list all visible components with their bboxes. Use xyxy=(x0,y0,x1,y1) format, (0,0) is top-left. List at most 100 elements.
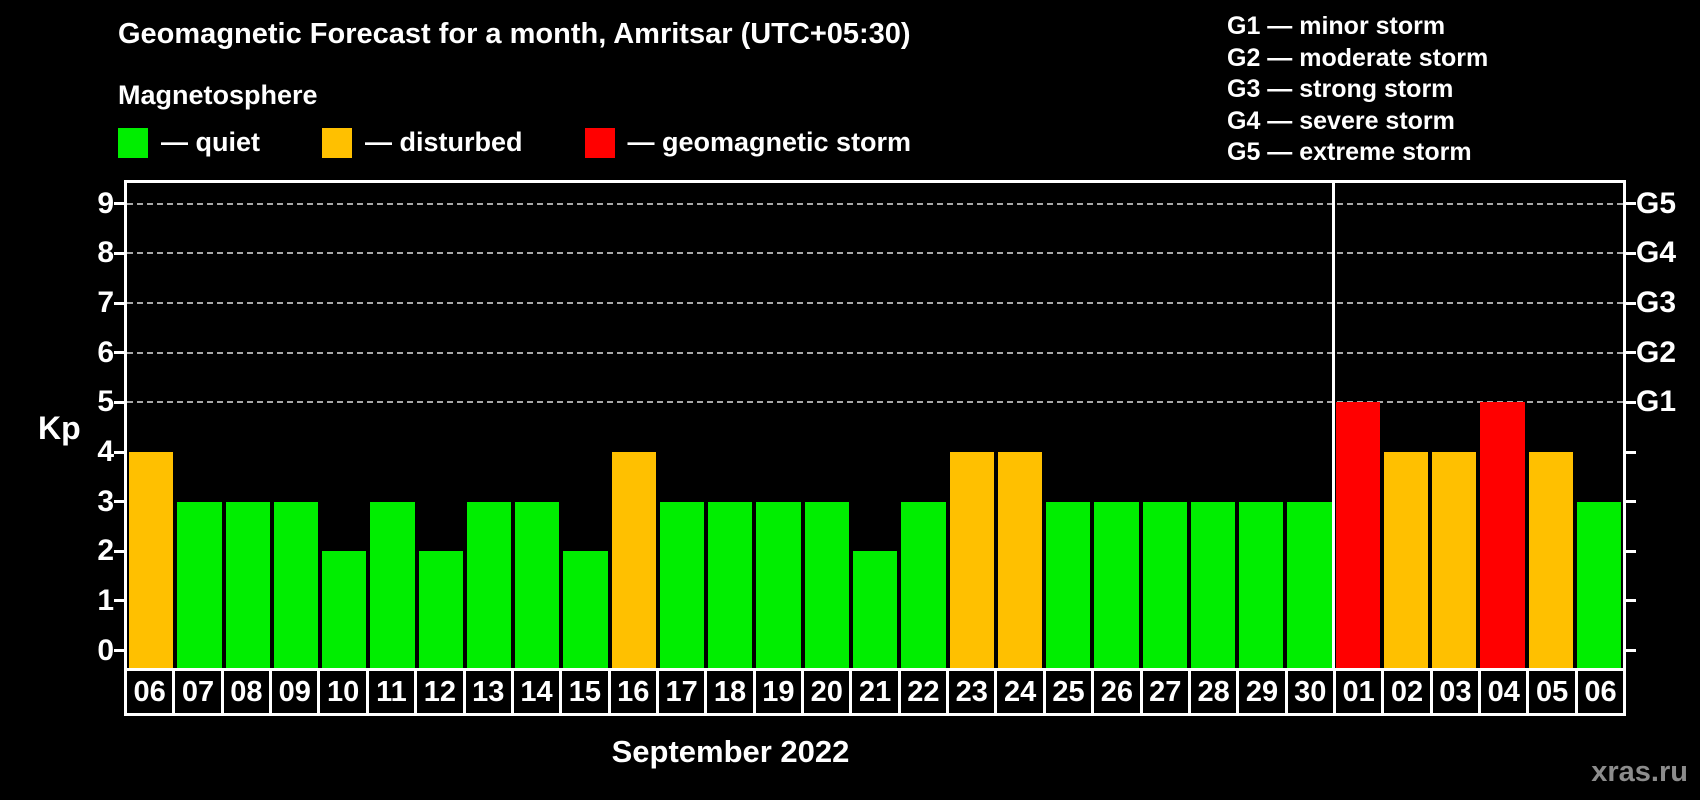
g-axis-label-g5: G5 xyxy=(1636,186,1677,220)
date-cell-19: 19 xyxy=(752,668,805,716)
date-cell-06: 06 xyxy=(1574,668,1627,716)
date-cell-30: 30 xyxy=(1284,668,1336,716)
date-cell-27: 27 xyxy=(1139,668,1191,716)
y-tick-left-2 xyxy=(114,549,124,553)
g-legend-line-3: G3 — strong storm xyxy=(1227,75,1454,103)
legend-item-quiet: — quiet xyxy=(118,127,260,158)
y-tick-left-3 xyxy=(114,500,124,504)
y-axis-title: Kp xyxy=(38,410,81,446)
disturbed-swatch xyxy=(322,127,352,158)
kp-bar-09 xyxy=(273,501,319,668)
gridline-kp5 xyxy=(127,401,1623,404)
y-tick-left-1 xyxy=(114,599,124,603)
kp-bar-19 xyxy=(756,501,801,668)
y-tick-label-6: 6 xyxy=(97,335,114,369)
kp-bar-21 xyxy=(852,551,898,668)
y-tick-left-4 xyxy=(114,450,124,454)
g-legend-line-2: G2 — moderate storm xyxy=(1227,43,1489,72)
g-axis-label-g3: G3 xyxy=(1636,286,1677,320)
kp-bar-08 xyxy=(225,501,270,668)
bar-slot-20 xyxy=(803,183,851,668)
y-tick-left-9 xyxy=(114,202,124,206)
y-tick-label-3: 3 xyxy=(97,484,114,518)
kp-bar-03 xyxy=(1432,452,1477,668)
bar-slot-07 xyxy=(175,183,223,668)
month-label: September 2022 xyxy=(611,734,850,769)
bar-slot-28 xyxy=(1189,183,1237,668)
date-cell-10: 10 xyxy=(317,668,369,716)
y-tick-left-8 xyxy=(114,251,124,255)
date-cell-01: 01 xyxy=(1332,668,1385,716)
date-cell-05: 05 xyxy=(1526,668,1578,716)
bar-slot-01 xyxy=(1334,183,1382,668)
bar-slot-24 xyxy=(996,183,1044,668)
page-title: Geomagnetic Forecast for a month, Amrits… xyxy=(118,18,911,50)
kp-bar-12 xyxy=(418,551,463,668)
disturbed-label: — disturbed xyxy=(365,127,523,157)
y-tick-right-0 xyxy=(1626,649,1636,653)
date-cell-23: 23 xyxy=(946,668,998,716)
date-cell-02: 02 xyxy=(1381,668,1433,716)
bar-slot-02 xyxy=(1382,183,1430,668)
kp-bar-10 xyxy=(322,551,367,668)
g-legend-line-4: G4 — severe storm xyxy=(1227,106,1455,135)
bar-slot-19 xyxy=(754,183,802,668)
date-cell-12: 12 xyxy=(414,668,466,716)
bar-slot-29 xyxy=(1237,183,1285,668)
quiet-swatch xyxy=(118,127,148,158)
bar-slot-15 xyxy=(561,183,609,668)
bar-slot-10 xyxy=(320,183,368,668)
kp-bar-18 xyxy=(708,501,753,668)
date-cell-15: 15 xyxy=(559,668,611,716)
date-cell-09: 09 xyxy=(269,668,321,716)
y-tick-label-0: 0 xyxy=(97,633,114,667)
bar-slot-03 xyxy=(1430,183,1478,668)
gridline-kp7 xyxy=(127,302,1623,305)
bar-slot-21 xyxy=(851,183,899,668)
kp-bar-15 xyxy=(563,551,608,668)
date-cell-16: 16 xyxy=(607,668,659,716)
kp-bar-04 xyxy=(1480,402,1525,668)
legend-item-disturbed: — disturbed xyxy=(322,127,523,158)
kp-bar-05 xyxy=(1528,452,1573,668)
g-legend-line-5: G5 — extreme storm xyxy=(1227,138,1472,166)
date-cell-08: 08 xyxy=(220,668,273,716)
y-tick-label-9: 9 xyxy=(97,186,114,220)
storm-label: — geomagnetic storm xyxy=(627,127,912,157)
kp-bar-30 xyxy=(1287,501,1332,668)
bar-slot-06 xyxy=(127,183,175,668)
kp-bar-27 xyxy=(1142,501,1187,668)
kp-bar-02 xyxy=(1383,452,1429,668)
date-cell-28: 28 xyxy=(1187,668,1240,716)
date-cell-26: 26 xyxy=(1091,668,1143,716)
date-cell-24: 24 xyxy=(994,668,1046,716)
g-axis-label-g4: G4 xyxy=(1636,236,1677,270)
quiet-label: — quiet xyxy=(161,127,260,157)
g-axis-label-g2: G2 xyxy=(1636,335,1677,369)
date-cell-25: 25 xyxy=(1042,668,1095,716)
y-tick-right-4 xyxy=(1626,450,1636,454)
date-cell-07: 07 xyxy=(172,668,224,716)
date-cell-22: 22 xyxy=(897,668,950,716)
g-scale-legend: G1 — minor storm G2 — moderate storm G3 — … xyxy=(1227,11,1488,169)
g-legend-line-1: G1 — minor storm xyxy=(1227,12,1446,40)
y-tick-right-6 xyxy=(1626,351,1636,355)
kp-bar-11 xyxy=(370,501,415,668)
y-tick-right-1 xyxy=(1626,599,1636,603)
kp-bar-25 xyxy=(1046,501,1091,668)
bar-slot-04 xyxy=(1478,183,1526,668)
y-tick-label-5: 5 xyxy=(97,385,114,419)
kp-bar-24 xyxy=(997,452,1043,668)
kp-bar-07 xyxy=(177,501,222,668)
bar-slot-25 xyxy=(1044,183,1092,668)
bar-slot-11 xyxy=(368,183,416,668)
gridline-kp6 xyxy=(127,351,1623,354)
storm-swatch xyxy=(584,127,615,158)
gridline-kp8 xyxy=(127,252,1623,255)
kp-bar-14 xyxy=(515,501,560,668)
date-cell-29: 29 xyxy=(1236,668,1288,716)
legend-item-storm: — geomagnetic storm xyxy=(584,127,912,158)
date-cell-14: 14 xyxy=(510,668,563,716)
gridline-kp9 xyxy=(127,202,1623,205)
